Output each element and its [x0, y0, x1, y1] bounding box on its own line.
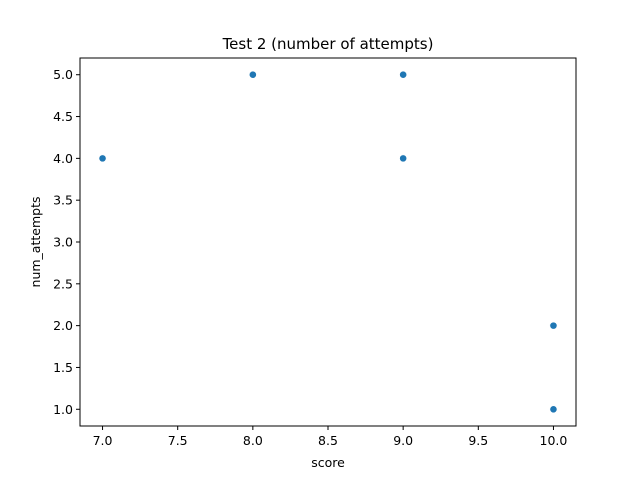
chart-title: Test 2 (number of attempts): [222, 35, 434, 53]
data-point: [549, 321, 558, 330]
y-tick-label: 1.5: [53, 360, 73, 375]
y-tick-label: 4.5: [53, 109, 73, 124]
y-tick-label: 2.5: [53, 276, 73, 291]
y-axis-ticks: 1.0 1.5 2.0 2.5 3.0 3.5 4.0 4.5 5.0: [53, 67, 80, 417]
x-tick-label: 8.5: [318, 433, 338, 448]
x-tick-label: 10.0: [540, 433, 568, 448]
plot-area: 7.0 7.5 8.0 8.5 9.0 9.5 10.0 1.0 1.5 2.0 2.5 3.0 3.…: [53, 57, 577, 448]
x-tick-label: 8.0: [243, 433, 263, 448]
data-points: [98, 70, 558, 414]
x-axis-ticks: 7.0 7.5 8.0 8.5 9.0 9.5 10.0: [93, 426, 568, 448]
y-tick-label: 1.0: [53, 402, 73, 417]
y-tick-label: 4.0: [53, 151, 73, 166]
x-tick-label: 7.5: [168, 433, 188, 448]
data-point: [399, 70, 408, 79]
plot-frame: [79, 57, 577, 427]
y-tick-label: 5.0: [53, 67, 73, 82]
x-tick-label: 9.5: [468, 433, 488, 448]
y-tick-label: 3.0: [53, 235, 73, 250]
y-tick-label: 3.5: [53, 193, 73, 208]
data-point: [248, 70, 257, 79]
y-tick-label: 2.0: [53, 318, 73, 333]
data-point: [399, 154, 408, 163]
plot-background: [80, 58, 576, 426]
data-point: [549, 405, 558, 414]
x-axis-label: score: [311, 455, 345, 470]
y-axis-label: num_attempts: [28, 197, 43, 288]
x-tick-label: 9.0: [393, 433, 413, 448]
data-point: [98, 154, 107, 163]
x-tick-label: 7.0: [93, 433, 113, 448]
